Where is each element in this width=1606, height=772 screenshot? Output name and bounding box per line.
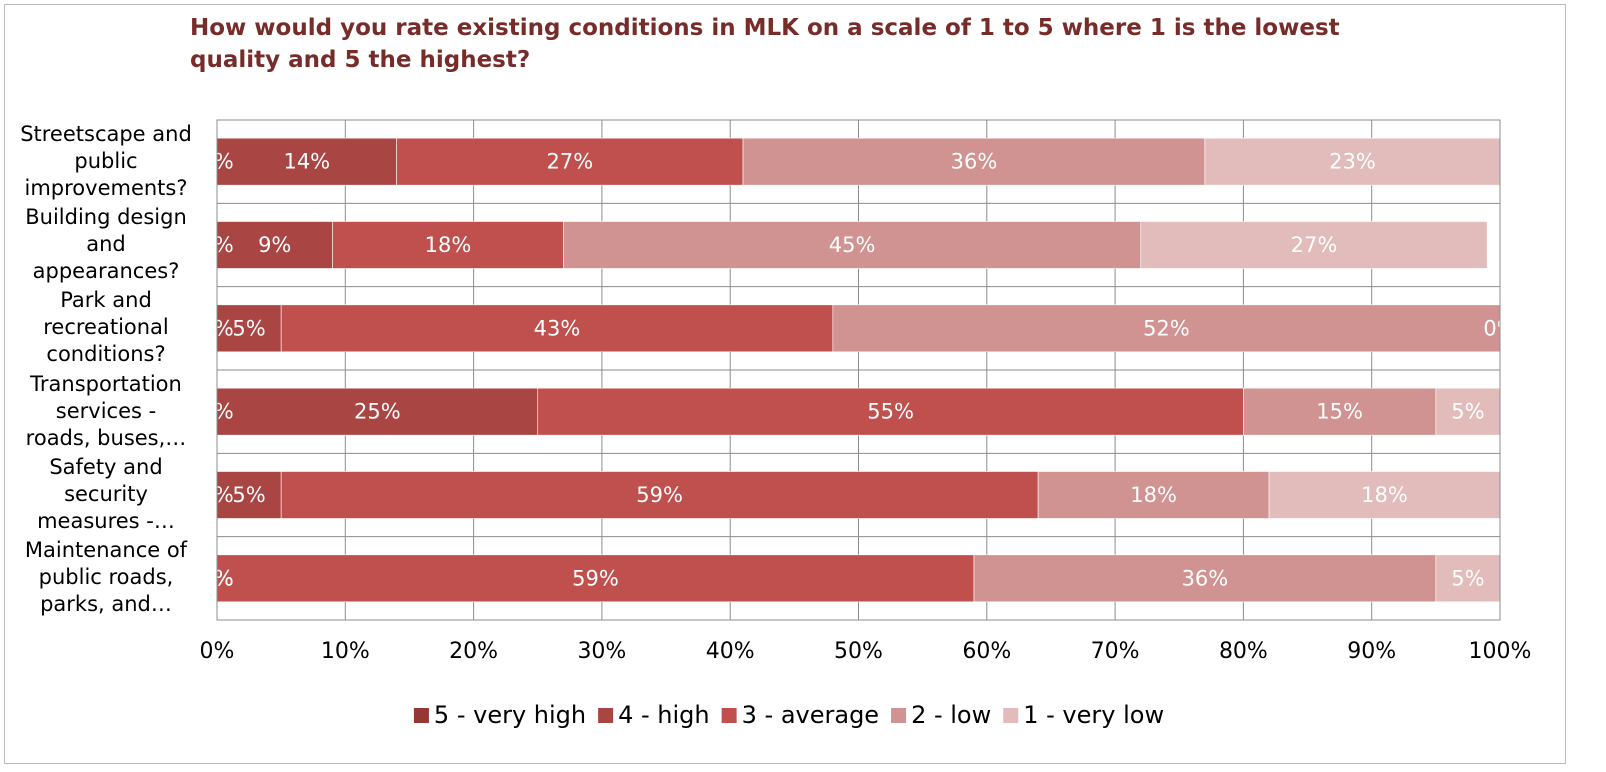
data-label: 0%	[200, 150, 233, 174]
x-tick-label: 70%	[1091, 639, 1140, 664]
data-label: 18%	[1361, 483, 1408, 507]
data-label: 52%	[1143, 316, 1190, 340]
data-label: 36%	[951, 150, 998, 174]
bar-segment	[396, 137, 744, 186]
y-tick-label: Maintenance of public roads, parks, and…	[24, 538, 188, 617]
data-label: 27%	[1291, 233, 1338, 257]
data-label: 0%	[200, 316, 233, 340]
legend-swatch	[1003, 708, 1019, 723]
bar-segment	[537, 387, 1244, 436]
data-label: 9%	[258, 233, 291, 257]
legend-label: 2 - low	[911, 701, 991, 729]
legend-swatch	[721, 708, 737, 723]
data-label: 18%	[425, 233, 472, 257]
bar-segment	[216, 387, 539, 436]
bar-segment	[1268, 471, 1501, 519]
bar-segment	[216, 221, 333, 269]
data-label: 5%	[1451, 566, 1484, 590]
data-label: 23%	[1329, 150, 1376, 174]
bar-segment	[1204, 137, 1501, 186]
bar-segment	[280, 304, 834, 353]
bar-segment	[280, 471, 1039, 519]
bar-segment	[1243, 387, 1437, 436]
plot-border	[216, 119, 1501, 621]
y-tick-label: Safety and security measures -…	[37, 455, 175, 533]
legend-label: 1 - very low	[1023, 701, 1164, 729]
data-label: 15%	[1316, 400, 1363, 424]
x-tick-label: 90%	[1347, 639, 1396, 664]
x-tick-label: 40%	[706, 639, 755, 664]
legend-swatch	[598, 708, 614, 723]
legend-label: 5 - very high	[434, 701, 586, 729]
data-label: 59%	[572, 566, 619, 590]
x-tick-label: 20%	[449, 639, 498, 664]
x-tick-label: 10%	[321, 639, 370, 664]
x-tick-label: 60%	[962, 639, 1011, 664]
x-tick-label: 100%	[1469, 639, 1532, 664]
legend-swatch	[891, 708, 907, 723]
data-label: 0%	[200, 566, 233, 590]
x-tick-label: 50%	[834, 639, 883, 664]
x-tick-label: 0%	[200, 639, 235, 664]
y-tick-label: Building design and appearances?	[25, 205, 187, 283]
bar-segment	[1037, 471, 1270, 519]
bar-segment	[1435, 554, 1501, 603]
data-label: 0%	[200, 566, 233, 590]
data-label: 0%	[200, 233, 233, 257]
bar-segment	[742, 137, 1206, 186]
y-tick-label: Streetscape and public improvements?	[20, 121, 192, 200]
bar-segment	[1140, 221, 1488, 269]
bar-segment	[1435, 387, 1501, 436]
chart-title: How would you rate existing conditions i…	[190, 15, 1340, 73]
legend-swatch	[413, 708, 429, 723]
data-label: 5%	[232, 316, 265, 340]
data-label: 0%	[200, 400, 233, 424]
data-label: 45%	[829, 233, 876, 257]
data-label: 55%	[867, 400, 914, 424]
x-tick-label: 80%	[1219, 639, 1268, 664]
data-label: 0%	[200, 483, 233, 507]
bar-segment	[216, 137, 397, 186]
y-tick-label: Transportation services - roads, buses,…	[25, 371, 187, 450]
data-label: 36%	[1182, 566, 1229, 590]
bar-segment	[216, 304, 282, 353]
bar-segment	[216, 554, 975, 603]
bar-segment	[216, 471, 282, 519]
legend-label: 4 - high	[618, 701, 710, 729]
data-label: 14%	[283, 150, 330, 174]
bar-segment	[973, 554, 1437, 603]
data-label: 43%	[534, 316, 581, 340]
data-label: 0%	[1483, 316, 1516, 340]
data-label: 5%	[1451, 400, 1484, 424]
x-tick-label: 30%	[577, 639, 626, 664]
bar-segment	[832, 304, 1501, 353]
bar-segment	[332, 221, 564, 269]
y-tick-label: Park and recreational conditions?	[43, 288, 169, 367]
legend-label: 3 - average	[742, 701, 879, 729]
data-label: 25%	[354, 400, 401, 424]
data-label: 27%	[546, 150, 593, 174]
chart-frame	[4, 4, 1566, 764]
bar-segment	[563, 221, 1142, 269]
data-label: 5%	[232, 483, 265, 507]
data-label: 59%	[636, 483, 683, 507]
data-label: 18%	[1130, 483, 1177, 507]
